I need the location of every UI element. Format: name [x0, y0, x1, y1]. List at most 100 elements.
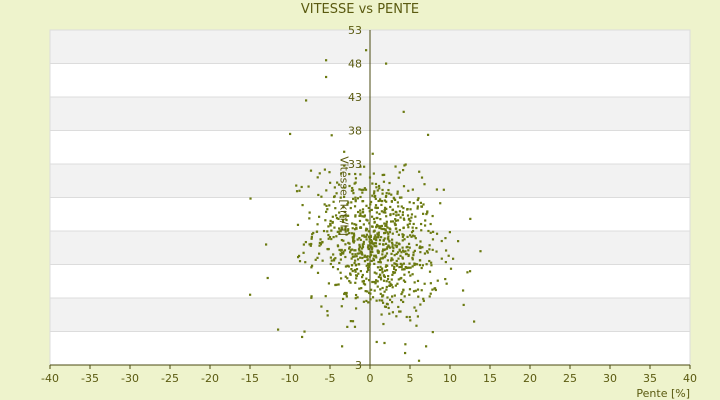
- data-point: [375, 299, 378, 302]
- data-point: [479, 250, 482, 253]
- data-point: [360, 287, 363, 290]
- data-point: [388, 181, 391, 185]
- data-point: [383, 173, 386, 176]
- data-point: [386, 277, 390, 281]
- data-point: [336, 181, 339, 184]
- data-point: [382, 294, 385, 297]
- data-point: [385, 252, 389, 255]
- data-point: [295, 190, 299, 193]
- data-point: [405, 252, 408, 255]
- data-point: [354, 214, 357, 217]
- data-point: [379, 198, 382, 201]
- data-point: [346, 229, 350, 232]
- data-point: [431, 214, 434, 218]
- data-point: [402, 300, 405, 304]
- data-point: [374, 282, 377, 285]
- data-point: [403, 295, 406, 298]
- data-point: [386, 226, 389, 229]
- data-point: [385, 247, 389, 250]
- data-point: [402, 288, 405, 291]
- data-point: [371, 250, 374, 254]
- data-point: [325, 204, 328, 208]
- data-point: [444, 249, 448, 252]
- data-point: [342, 206, 345, 209]
- data-point: [411, 188, 414, 191]
- x-tick-label: -25: [161, 372, 179, 385]
- data-point: [409, 319, 412, 322]
- data-point: [408, 217, 411, 220]
- data-point: [425, 212, 428, 216]
- data-point: [354, 253, 357, 256]
- data-point: [359, 173, 362, 176]
- data-point: [383, 269, 387, 272]
- data-point: [394, 262, 397, 266]
- data-point: [376, 285, 379, 288]
- data-point: [353, 205, 357, 208]
- data-point: [399, 262, 402, 265]
- data-point: [359, 270, 362, 273]
- data-point: [383, 290, 386, 293]
- data-point: [367, 244, 370, 247]
- data-point: [426, 133, 430, 136]
- data-point: [390, 301, 394, 304]
- data-point: [364, 290, 367, 293]
- data-point: [411, 265, 414, 268]
- data-point: [347, 228, 350, 231]
- data-point: [387, 188, 390, 192]
- data-point: [423, 252, 427, 255]
- data-point: [398, 171, 401, 174]
- data-point: [334, 214, 338, 217]
- data-point: [393, 254, 396, 257]
- data-point: [362, 240, 365, 244]
- data-point: [378, 242, 381, 246]
- data-point: [380, 313, 383, 316]
- data-point: [377, 184, 381, 188]
- data-point: [335, 192, 338, 195]
- data-point: [361, 215, 364, 218]
- data-point: [363, 187, 366, 190]
- data-point: [333, 226, 336, 229]
- data-point: [368, 176, 372, 179]
- data-point: [354, 297, 357, 300]
- data-point: [351, 236, 354, 239]
- data-point: [296, 256, 300, 259]
- data-point: [378, 226, 381, 230]
- data-point: [430, 261, 433, 264]
- data-point: [396, 201, 399, 204]
- data-point: [352, 240, 355, 243]
- data-point: [431, 230, 435, 233]
- data-point: [422, 299, 425, 302]
- data-point: [396, 263, 399, 266]
- data-point: [375, 279, 378, 282]
- data-point: [416, 198, 419, 202]
- data-point: [332, 265, 335, 269]
- data-point: [362, 282, 365, 285]
- data-point: [312, 231, 315, 235]
- data-point: [398, 210, 401, 213]
- data-point: [319, 238, 322, 241]
- data-point: [361, 208, 365, 211]
- data-point: [411, 226, 414, 229]
- data-point: [417, 197, 420, 200]
- data-point: [334, 207, 337, 210]
- data-point: [359, 256, 362, 259]
- data-point: [356, 258, 360, 261]
- data-point: [376, 280, 379, 283]
- data-point: [316, 256, 319, 259]
- data-point: [310, 242, 313, 246]
- data-point: [326, 314, 329, 317]
- data-point: [412, 234, 415, 237]
- data-point: [420, 205, 424, 208]
- data-point: [416, 288, 420, 291]
- data-point: [353, 261, 356, 265]
- data-point: [419, 201, 422, 204]
- data-point: [329, 219, 332, 223]
- data-point: [369, 242, 372, 245]
- data-point: [362, 234, 365, 237]
- data-point: [361, 191, 364, 194]
- data-point: [398, 196, 402, 199]
- data-point: [376, 189, 379, 192]
- data-point: [380, 210, 383, 213]
- data-point: [317, 252, 321, 255]
- data-point: [385, 280, 388, 283]
